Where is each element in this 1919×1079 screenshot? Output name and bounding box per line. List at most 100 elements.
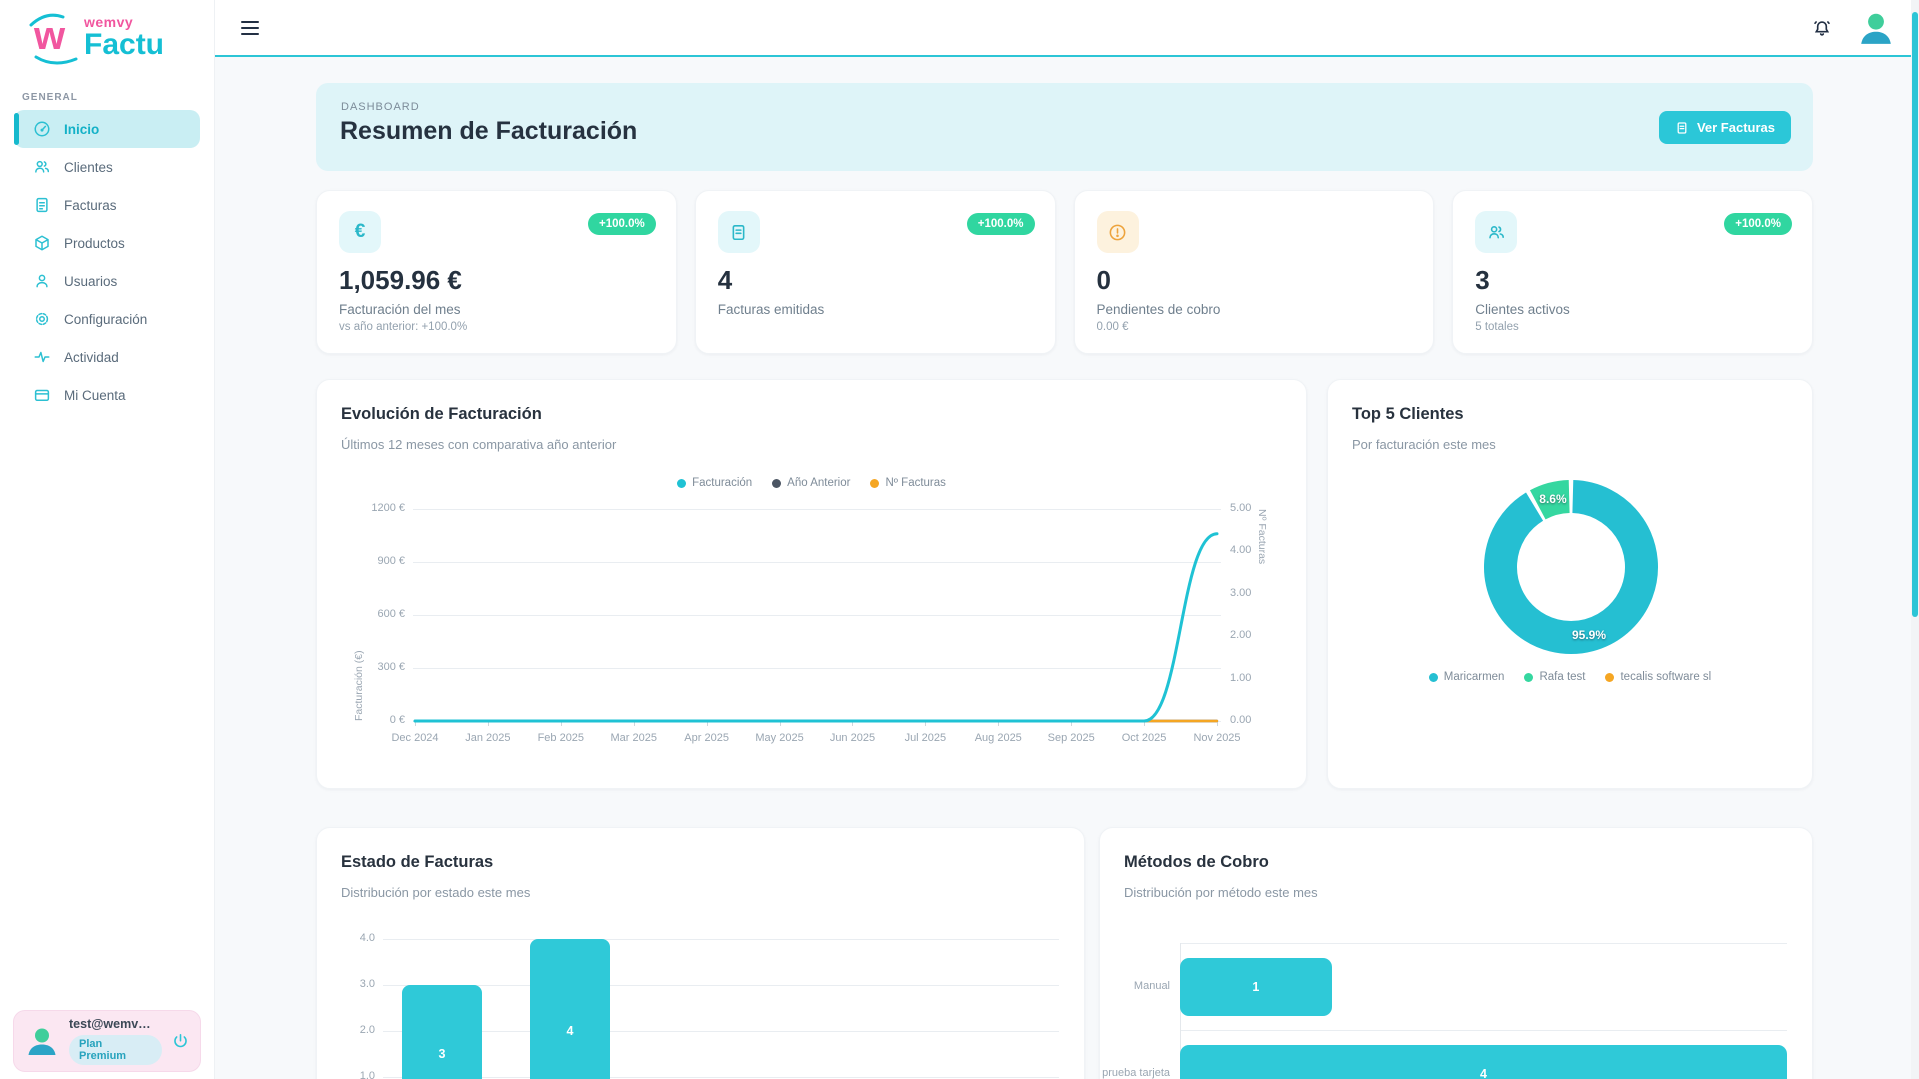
y-right-tick: 4.00 xyxy=(1230,544,1252,557)
invoice-icon xyxy=(1677,121,1687,134)
gridline xyxy=(413,615,1221,616)
logout-power-icon[interactable] xyxy=(171,1032,190,1051)
donut-svg xyxy=(1484,480,1658,654)
ver-facturas-button[interactable]: Ver Facturas xyxy=(1658,111,1791,144)
gridline xyxy=(383,985,1059,986)
y-right-tick: 5.00 xyxy=(1230,502,1252,514)
x-tick: Aug 2025 xyxy=(974,732,1022,744)
legend-dot xyxy=(677,478,687,488)
sidebar-item-mi-cuenta[interactable]: Mi Cuenta xyxy=(14,376,200,414)
stat-label: Pendientes de cobro xyxy=(1096,302,1221,317)
sidebar-item-productos[interactable]: Productos xyxy=(14,224,200,262)
sidebar-item-label: Facturas xyxy=(64,197,117,213)
stat-sublabel: 5 totales xyxy=(1475,321,1519,333)
x-tick: Jun 2025 xyxy=(829,732,876,744)
line-chart-card: Evolución de Facturación Últimos 12 mese… xyxy=(316,379,1307,789)
user-avatar[interactable] xyxy=(1857,9,1895,47)
category-label: prueba tarjeta xyxy=(1102,1066,1170,1079)
stat-card-facturas: +100.0% 4 Facturas emitidas xyxy=(694,190,1056,354)
x-tickmark xyxy=(1144,721,1146,726)
legend-dot xyxy=(1524,672,1534,682)
sidebar-item-configuracion[interactable]: Configuración xyxy=(14,300,200,338)
sidebar-item-label: Productos xyxy=(64,235,125,251)
y-left-tick: 600 € xyxy=(377,608,405,620)
gridline xyxy=(1180,1030,1787,1031)
logo-arcs-icon xyxy=(29,13,78,65)
chart-title: Estado de Facturas xyxy=(341,853,494,871)
chart-subtitle: Últimos 12 meses con comparativa año ant… xyxy=(341,437,617,452)
stat-sublabel: 0.00 € xyxy=(1096,321,1129,333)
sidebar-item-clientes[interactable]: Clientes xyxy=(14,148,200,186)
x-tick: Jul 2025 xyxy=(904,732,947,744)
stat-card-pendientes: 0 Pendientes de cobro 0.00 € xyxy=(1073,190,1435,354)
bar-0 xyxy=(402,985,482,1079)
legend-item: Maricarmen xyxy=(1428,671,1504,683)
x-tick: Feb 2025 xyxy=(537,732,585,744)
user-email: test@wemv… xyxy=(69,1017,151,1031)
donut-chart-plot: 95.9% 8.6% xyxy=(1328,380,1812,788)
plan-badge: Plan Premium xyxy=(69,1035,162,1065)
top-bar xyxy=(214,0,1919,57)
x-tickmark xyxy=(1217,721,1218,726)
bar-chart-card: Estado de Facturas Distribución por esta… xyxy=(316,827,1085,1079)
user-icon xyxy=(36,274,48,288)
x-tickmark xyxy=(706,721,708,726)
sidebar-item-inicio[interactable]: Inicio xyxy=(14,110,200,148)
gridline xyxy=(413,562,1221,563)
y-right-tick: 3.00 xyxy=(1230,586,1252,599)
y-tick: 3.0 xyxy=(359,978,375,990)
dashboard-banner: DASHBOARD Resumen de Facturación Ver Fac… xyxy=(316,83,1813,171)
sidebar-item-actividad[interactable]: Actividad xyxy=(14,338,200,376)
page-scrollbar xyxy=(1911,0,1919,1079)
line-series-svg xyxy=(413,532,1219,723)
donut-slice-label: 8.6% xyxy=(1539,491,1567,506)
y-tick: 2.0 xyxy=(359,1024,375,1036)
gridline xyxy=(383,1031,1059,1032)
avatar xyxy=(28,1028,56,1055)
sidebar-item-usuarios[interactable]: Usuarios xyxy=(14,262,200,300)
legend-item: Año Anterior xyxy=(772,477,850,489)
page-title: Resumen de Facturación xyxy=(340,117,638,145)
donut-slice-label: 95.9% xyxy=(1572,628,1607,643)
gear-icon xyxy=(35,312,49,326)
menu-toggle-icon[interactable] xyxy=(236,14,264,42)
stat-sublabel: vs año anterior: +100.0% xyxy=(339,321,468,333)
dashboard-icon xyxy=(34,121,50,137)
x-tickmark xyxy=(487,721,489,726)
user-account-card[interactable]: test@wemv… Plan Premium xyxy=(13,1010,201,1072)
scrollbar-thumb[interactable] xyxy=(1912,12,1918,617)
y-right-tick: 1.00 xyxy=(1230,671,1252,684)
logo-w-mark: w xyxy=(26,8,82,66)
legend-dot xyxy=(1428,672,1438,682)
x-tickmark xyxy=(925,721,927,726)
x-tickmark xyxy=(415,721,416,726)
sidebar-nav: Inicio Clientes Facturas Productos Usuar… xyxy=(14,110,200,414)
line-chart-legend: Facturación Año Anterior Nº Facturas xyxy=(317,477,1306,489)
breadcrumb: DASHBOARD xyxy=(341,101,420,113)
x-tick: Oct 2025 xyxy=(1121,732,1167,744)
donut-chart-legend: Maricarmen Rafa test tecalis software sl xyxy=(1328,671,1812,683)
package-icon xyxy=(35,235,49,251)
y-tick: 1.0 xyxy=(359,1070,375,1079)
y-right-tick: 2.00 xyxy=(1230,629,1252,642)
sidebar-item-facturas[interactable]: Facturas xyxy=(14,186,200,224)
alert-icon xyxy=(1096,211,1139,253)
trend-badge: +100.0% xyxy=(966,213,1035,235)
activity-icon xyxy=(34,351,50,363)
legend-dot xyxy=(870,478,880,488)
sidebar-item-label: Configuración xyxy=(64,311,148,327)
hbar-0 xyxy=(1180,957,1332,1016)
sidebar-item-label: Mi Cuenta xyxy=(64,387,126,403)
bar-1 xyxy=(530,939,610,1079)
bar-value-label: 4 xyxy=(1480,1066,1487,1079)
legend-item: Rafa test xyxy=(1524,671,1585,683)
notifications-bell-icon[interactable] xyxy=(1811,17,1833,39)
legend-dot xyxy=(772,478,782,488)
stat-value: 1,059.96 € xyxy=(339,265,462,295)
logo-w-letter: w xyxy=(34,14,66,58)
euro-icon: € xyxy=(339,211,381,253)
stat-label: Facturas emitidas xyxy=(717,302,825,317)
legend-label: Nº Facturas xyxy=(885,477,946,489)
chart-subtitle: Distribución por método este mes xyxy=(1124,885,1318,900)
app-logo[interactable]: w wemvy Factu xyxy=(26,8,164,66)
